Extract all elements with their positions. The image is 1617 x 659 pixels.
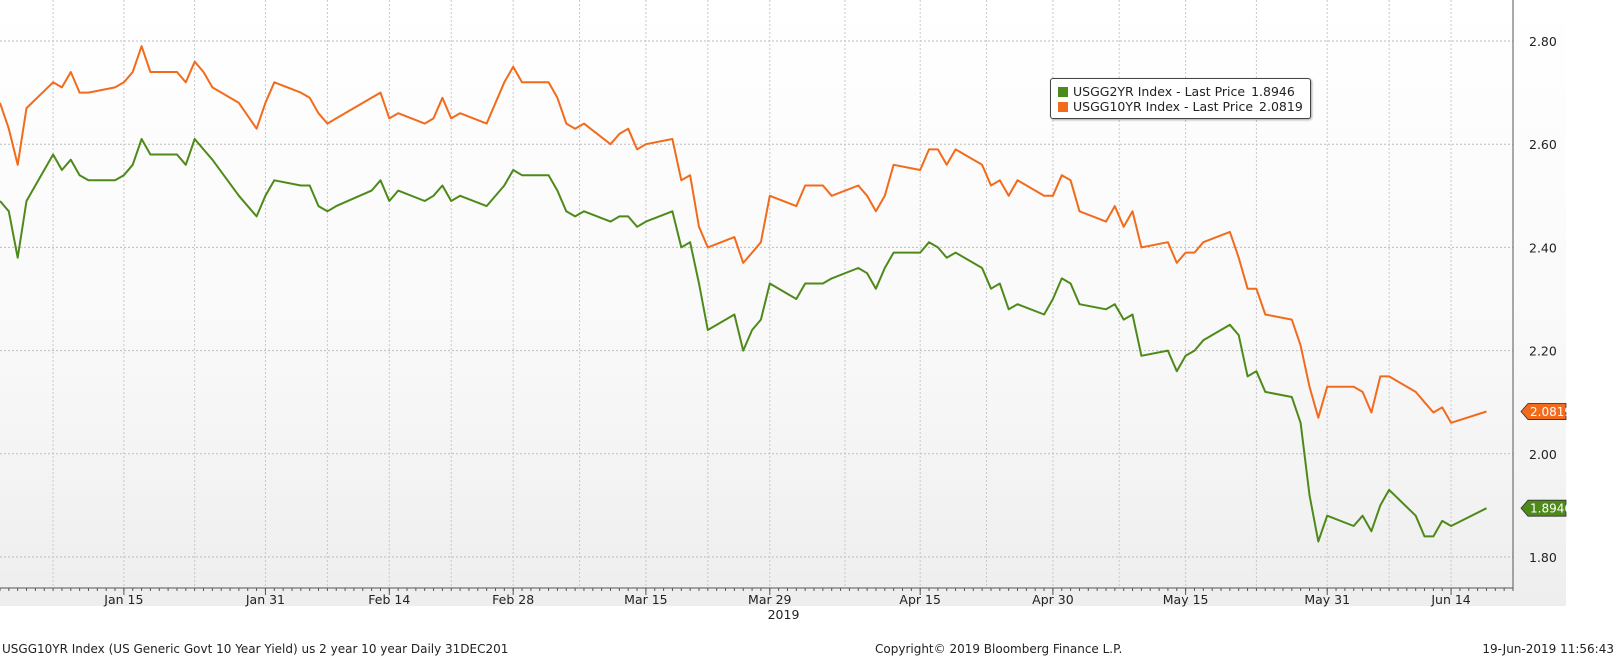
legend-item-2yr: USGG2YR Index - Last Price 1.8946 (1058, 84, 1303, 99)
legend: USGG2YR Index - Last Price 1.8946 USGG10… (1050, 78, 1311, 119)
x-tick-label: Jun 14 (1430, 592, 1470, 607)
x-tick-label: Feb 28 (492, 592, 534, 607)
legend-value-2yr: 1.8946 (1251, 84, 1295, 99)
y-tick-label: 2.20 (1529, 344, 1557, 359)
badge-value: 2.0819 (1530, 405, 1572, 419)
x-tick-label: Feb 14 (368, 592, 410, 607)
y-tick-label: 2.40 (1529, 240, 1557, 255)
y-tick-label: 2.80 (1529, 34, 1557, 49)
x-tick-label: Apr 30 (1032, 592, 1074, 607)
badge-value: 1.8946 (1530, 502, 1572, 516)
x-tick-label: Jan 15 (103, 592, 143, 607)
x-tick-label: Mar 29 (748, 592, 792, 607)
last-price-badge-2yr: 1.8946 (1520, 499, 1572, 517)
x-tick-label: May 31 (1304, 592, 1350, 607)
y-tick-label: 2.60 (1529, 137, 1557, 152)
x-year-label: 2019 (768, 607, 800, 622)
legend-label-2yr: USGG2YR Index - Last Price (1073, 84, 1246, 99)
legend-swatch-2yr (1058, 86, 1068, 97)
legend-swatch-10yr (1058, 101, 1068, 112)
footer-timestamp: 19-Jun-2019 11:56:43 (1482, 642, 1614, 656)
legend-value-10yr: 2.0819 (1259, 99, 1303, 114)
y-tick-label: 1.80 (1529, 550, 1557, 565)
legend-item-10yr: USGG10YR Index - Last Price 2.0819 (1058, 99, 1303, 114)
series-line-10yr (0, 45, 1487, 424)
last-price-badge-10yr: 2.0819 (1520, 403, 1572, 420)
badge-shape (1520, 403, 1567, 420)
series-line-2yr (0, 138, 1487, 543)
x-tick-label: Apr 15 (899, 592, 941, 607)
x-tick-label: May 15 (1163, 592, 1209, 607)
footer-security-description: USGG10YR Index (US Generic Govt 10 Year … (2, 642, 509, 656)
chart-svg: 1.80 2.00 2.20 2.40 2.60 2.80 Jan 15 Jan 31 Feb … (0, 0, 1572, 622)
x-tick-label: Jan 31 (245, 592, 285, 607)
legend-label-10yr: USGG10YR Index - Last Price (1073, 99, 1254, 114)
badge-shape (1520, 499, 1567, 517)
y-tick-label: 2.00 (1529, 447, 1557, 462)
footer-copyright: Copyright© 2019 Bloomberg Finance L.P. (875, 642, 1123, 656)
x-tick-label: Mar 15 (624, 592, 667, 607)
